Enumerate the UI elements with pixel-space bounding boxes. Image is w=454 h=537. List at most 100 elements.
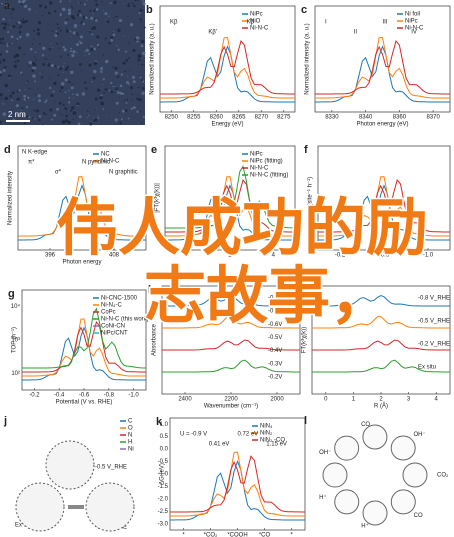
texture: [79, 41, 83, 45]
texture: [119, 92, 123, 95]
texture: [50, 43, 52, 45]
texture: [60, 82, 65, 86]
texture: [53, 113, 57, 117]
texture: [79, 35, 83, 39]
texture: [17, 0, 21, 4]
annotation: -0.5V: [268, 335, 282, 341]
texture: [102, 108, 105, 110]
legend-entry: Ni-N-C (this work): [101, 317, 149, 323]
texture: [25, 115, 29, 119]
y-axis-title: Normalized intensity (a. u.): [150, 23, 156, 94]
texture: [62, 71, 64, 74]
texture: [78, 62, 82, 66]
texture: [21, 109, 23, 111]
plot-frame: [314, 5, 451, 113]
x-tick-label: -0.2: [335, 253, 346, 259]
texture: [40, 76, 44, 79]
x-tick-label: 8275: [277, 115, 291, 121]
texture: [9, 27, 11, 29]
texture: [23, 122, 26, 125]
texture: [2, 41, 4, 44]
texture: [28, 65, 30, 67]
x-tick-label: -1.0: [423, 253, 434, 259]
texture: [122, 3, 124, 5]
x-tick-label: 0: [324, 397, 328, 403]
x-axis-title: Photon energy (eV): [356, 122, 408, 128]
texture: [131, 93, 133, 95]
texture: [0, 70, 3, 74]
curve: [315, 36, 450, 99]
texture: [15, 53, 18, 57]
texture: [75, 27, 77, 29]
texture: [23, 4, 25, 6]
texture: [118, 96, 120, 98]
texture: [0, 23, 2, 25]
texture: [89, 9, 92, 12]
texture: [121, 109, 125, 113]
texture: [132, 2, 134, 5]
texture: [65, 28, 68, 30]
texture: [102, 53, 105, 56]
x-tick-label: 8270: [255, 115, 269, 121]
texture: [93, 47, 97, 51]
texture: [62, 103, 65, 106]
y-axis-title: TOF (site⁻¹ h⁻¹): [308, 177, 314, 219]
texture: [70, 69, 72, 71]
texture: [39, 43, 41, 45]
texture: [72, 7, 74, 9]
texture: [115, 91, 118, 94]
annotation: I: [325, 20, 327, 26]
texture: [33, 29, 35, 32]
texture: [100, 67, 104, 71]
legend-entry: O: [128, 426, 133, 432]
texture: [24, 89, 26, 91]
legend-entry: NiN₄: [260, 424, 273, 430]
texture: [118, 121, 122, 125]
texture: [101, 1, 103, 3]
texture: [103, 9, 105, 11]
x-tick-label: 2200: [224, 397, 238, 403]
texture: [59, 55, 62, 58]
texture: [139, 18, 142, 21]
texture: [54, 33, 58, 38]
texture: [75, 32, 78, 35]
texture: [51, 118, 54, 121]
texture: [88, 52, 91, 55]
texture: [59, 0, 62, 3]
y-axis-title: Normalized intensity (a. u.): [305, 23, 311, 94]
texture: [71, 53, 75, 58]
x-tick-label: *CO: [259, 533, 271, 537]
legend-entry: NiN₂ -CO: [260, 438, 285, 444]
texture: [128, 2, 130, 5]
texture: [128, 42, 130, 44]
texture: [115, 50, 117, 53]
texture: [36, 32, 41, 36]
texture: [0, 41, 4, 44]
legend-entry: NiN₂: [260, 431, 273, 437]
curve: [160, 36, 295, 99]
texture: [83, 17, 86, 20]
texture: [99, 96, 103, 100]
texture: [120, 74, 121, 76]
texture: [127, 117, 130, 120]
texture: [123, 35, 125, 37]
legend-entry: NC: [101, 152, 110, 158]
texture: [36, 109, 40, 113]
texture: [87, 81, 89, 84]
annotation: CO: [414, 513, 423, 519]
texture: [25, 0, 27, 1]
annotation: OH⁻: [414, 432, 426, 438]
texture: [112, 31, 115, 33]
texture: [21, 20, 26, 24]
texture: [132, 80, 136, 84]
y-tick-label: -1.0: [158, 472, 169, 478]
texture: [83, 15, 86, 18]
y-axis-title: Absorbance: [152, 323, 158, 356]
texture: [21, 0, 25, 4]
texture: [130, 107, 134, 110]
texture: [94, 0, 96, 2]
texture: [142, 51, 146, 56]
y-tick-label: 1.0: [160, 422, 169, 428]
texture: [76, 102, 80, 106]
y-axis-title: FT(k³χ(k)): [302, 327, 308, 353]
